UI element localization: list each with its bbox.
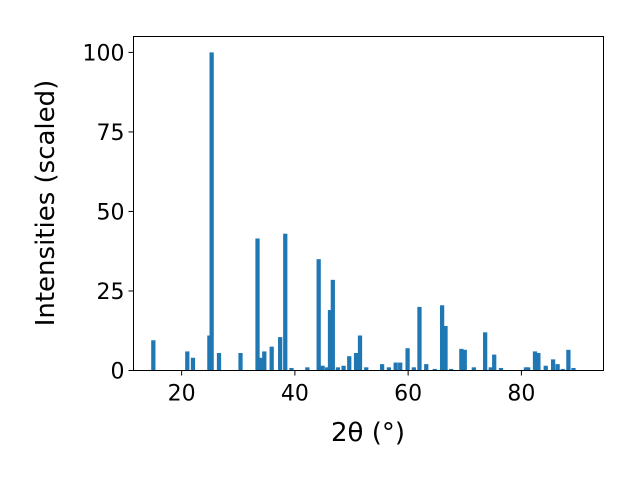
bar [560, 368, 565, 371]
bar [327, 310, 333, 371]
y-tick-label: 25 [97, 280, 125, 305]
bar [566, 349, 571, 371]
bar [462, 349, 467, 371]
y-tick-label: 100 [83, 41, 125, 66]
bar [536, 353, 541, 371]
bar [357, 335, 363, 371]
y-tick-label: 0 [111, 360, 125, 385]
y-axis-label: Intensities (scaled) [31, 80, 61, 327]
bar [523, 367, 529, 371]
bar [278, 337, 283, 371]
x-tick-label: 60 [394, 382, 422, 407]
bar [216, 353, 222, 371]
bar [543, 365, 548, 371]
x-axis-label: 2θ (°) [331, 418, 405, 448]
bar [393, 362, 398, 371]
bar [439, 305, 445, 371]
bar [335, 367, 341, 371]
bar [550, 359, 556, 371]
bar [325, 367, 330, 371]
bar [417, 306, 422, 371]
bar [449, 368, 454, 371]
bar [459, 348, 464, 371]
bar [532, 351, 538, 371]
bar [320, 365, 325, 371]
bar [209, 52, 214, 371]
bar [185, 351, 190, 371]
bar [283, 233, 288, 371]
bar [526, 367, 531, 371]
bar [555, 364, 560, 371]
x-axis-ticks: 20 40 60 80 [168, 370, 535, 407]
y-tick-label: 75 [97, 121, 125, 146]
bar [364, 367, 369, 371]
bar [262, 351, 267, 371]
bar [398, 362, 403, 371]
bar [471, 367, 476, 371]
bar [289, 367, 294, 371]
bar [432, 368, 437, 371]
bar [347, 356, 352, 371]
bar [498, 367, 504, 371]
bar [330, 279, 335, 371]
bar [341, 365, 346, 371]
bar [411, 367, 416, 371]
bar [488, 367, 493, 371]
bar [190, 357, 196, 371]
x-tick-label: 40 [281, 382, 309, 407]
bar [316, 259, 321, 371]
bar [269, 346, 274, 371]
x-tick-label: 80 [507, 382, 535, 407]
bar [238, 353, 243, 371]
bar [571, 367, 576, 371]
bar [151, 340, 156, 371]
bar [386, 367, 392, 371]
bar [258, 357, 263, 371]
bar [379, 364, 385, 371]
plot-frame [133, 36, 604, 371]
bar [207, 335, 212, 371]
bars-group [151, 52, 576, 371]
bar [353, 353, 359, 371]
y-axis-ticks: 0 25 50 75 100 [83, 41, 134, 385]
bar [483, 332, 488, 371]
bar [443, 325, 448, 371]
bar [405, 348, 410, 371]
bar [305, 367, 310, 371]
x-tick-label: 20 [168, 382, 196, 407]
bar [492, 354, 497, 371]
bar [255, 238, 260, 371]
y-tick-label: 50 [97, 200, 125, 225]
bar [424, 364, 429, 371]
